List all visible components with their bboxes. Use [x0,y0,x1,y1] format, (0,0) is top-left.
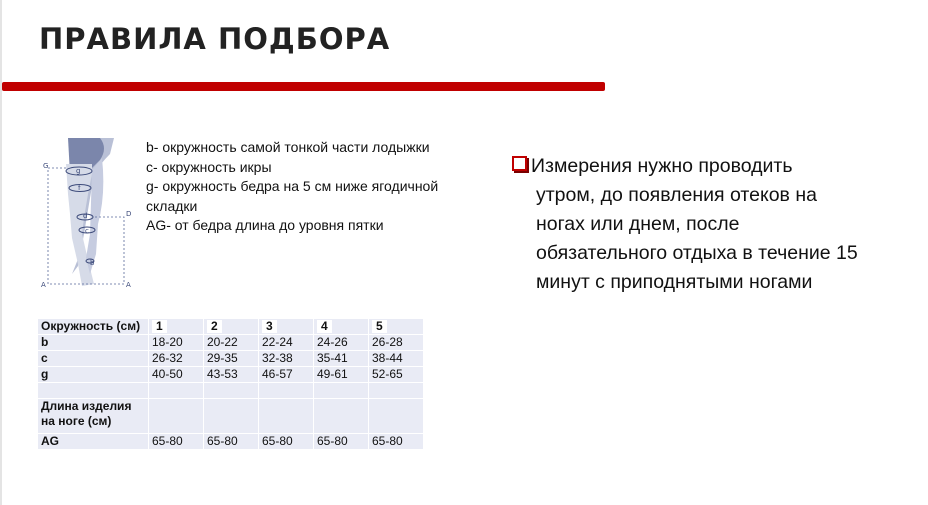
table-cell [368,398,424,434]
label-G: G [43,162,48,170]
table-row: Длина изделия на ноге (см) [37,398,424,434]
row-label: g [37,366,149,383]
header-label: Окружность (см) [37,318,149,335]
table-cell: 65-80 [368,433,424,450]
table-cell [203,398,259,434]
table-cell: 43-53 [203,366,259,383]
label-b: b [90,259,95,267]
table-cell: 65-80 [258,433,314,450]
table-header-row: Окружность (см) 1 2 3 4 5 [37,318,424,335]
label-f: f [78,184,81,192]
legend-item: c- окружность икры [146,158,272,175]
size-table: Окружность (см) 1 2 3 4 5 b 18-20 20-22 22-… [37,318,424,450]
table-cell: 20-22 [203,334,259,351]
legend-item: g- окружность бедра на 5 см ниже ягодичн… [146,178,439,214]
table-cell [258,398,314,434]
leg-second [86,158,104,274]
size-header: 4 [317,320,332,333]
table-cell [313,398,369,434]
slide-edge [0,0,2,505]
note-line: утром, до появления отеков на [536,184,817,206]
size-header: 1 [152,320,167,333]
label-g: g [76,167,80,175]
table-cell [203,382,259,399]
table-cell [313,382,369,399]
table-cell: 26-32 [148,350,204,367]
table-cell: 26-28 [368,334,424,351]
note-line: минут с приподнятыми ногами [536,271,813,293]
legend-item: b- окружность самой тонкой части лодыжки [146,139,430,155]
row-label: c [37,350,149,367]
table-cell: 52-65 [368,366,424,383]
row-label: Длина изделия на ноге (см) [37,398,149,434]
size-header: 3 [262,320,277,333]
title-underline [2,82,605,91]
measurement-note: Измерения нужно проводить утром, до появ… [512,152,912,297]
table-cell [148,398,204,434]
size-header: 2 [207,320,222,333]
row-label: b [37,334,149,351]
label-A-left: A [41,281,46,289]
table-cell: 65-80 [313,433,369,450]
table-cell [258,382,314,399]
checkbox-bullet-icon [512,156,527,171]
table-row: AG 65-80 65-80 65-80 65-80 65-80 [37,433,424,450]
note-line: Измерения нужно проводить [512,152,912,181]
row-label: AG [37,433,149,450]
label-d: d [83,212,87,220]
leg-front [66,164,94,286]
table-row [37,382,424,399]
table-cell [368,382,424,399]
table-cell: 38-44 [368,350,424,367]
page-title: ПРАВИЛА ПОДБОРА [39,22,391,56]
row-label [37,382,149,399]
table-cell: 18-20 [148,334,204,351]
size-header: 5 [372,320,387,333]
leg-measurement-diagram: G g f d D c b A A [41,138,131,289]
table-cell: 22-24 [258,334,314,351]
label-c: c [85,227,89,235]
note-line: ногах или днем, после [536,213,740,235]
table-cell: 46-57 [258,366,314,383]
table-row: g 40-50 43-53 46-57 49-61 52-65 [37,366,424,383]
label-D: D [126,210,131,218]
note-line: обязательного отдыха в течение 15 [536,242,858,264]
table-cell: 49-61 [313,366,369,383]
table-cell: 40-50 [148,366,204,383]
table-cell: 35-41 [313,350,369,367]
table-cell: 65-80 [203,433,259,450]
table-cell: 29-35 [203,350,259,367]
table-row: b 18-20 20-22 22-24 24-26 26-28 [37,334,424,351]
table-cell: 24-26 [313,334,369,351]
measurement-legend: b- окружность самой тонкой части лодыжки… [146,138,446,236]
label-A-right: A [126,281,131,289]
table-row: c 26-32 29-35 32-38 35-41 38-44 [37,350,424,367]
table-cell: 65-80 [148,433,204,450]
legend-item: AG- от бедра длина до уровня пятки [146,217,384,233]
table-cell [148,382,204,399]
table-cell: 32-38 [258,350,314,367]
